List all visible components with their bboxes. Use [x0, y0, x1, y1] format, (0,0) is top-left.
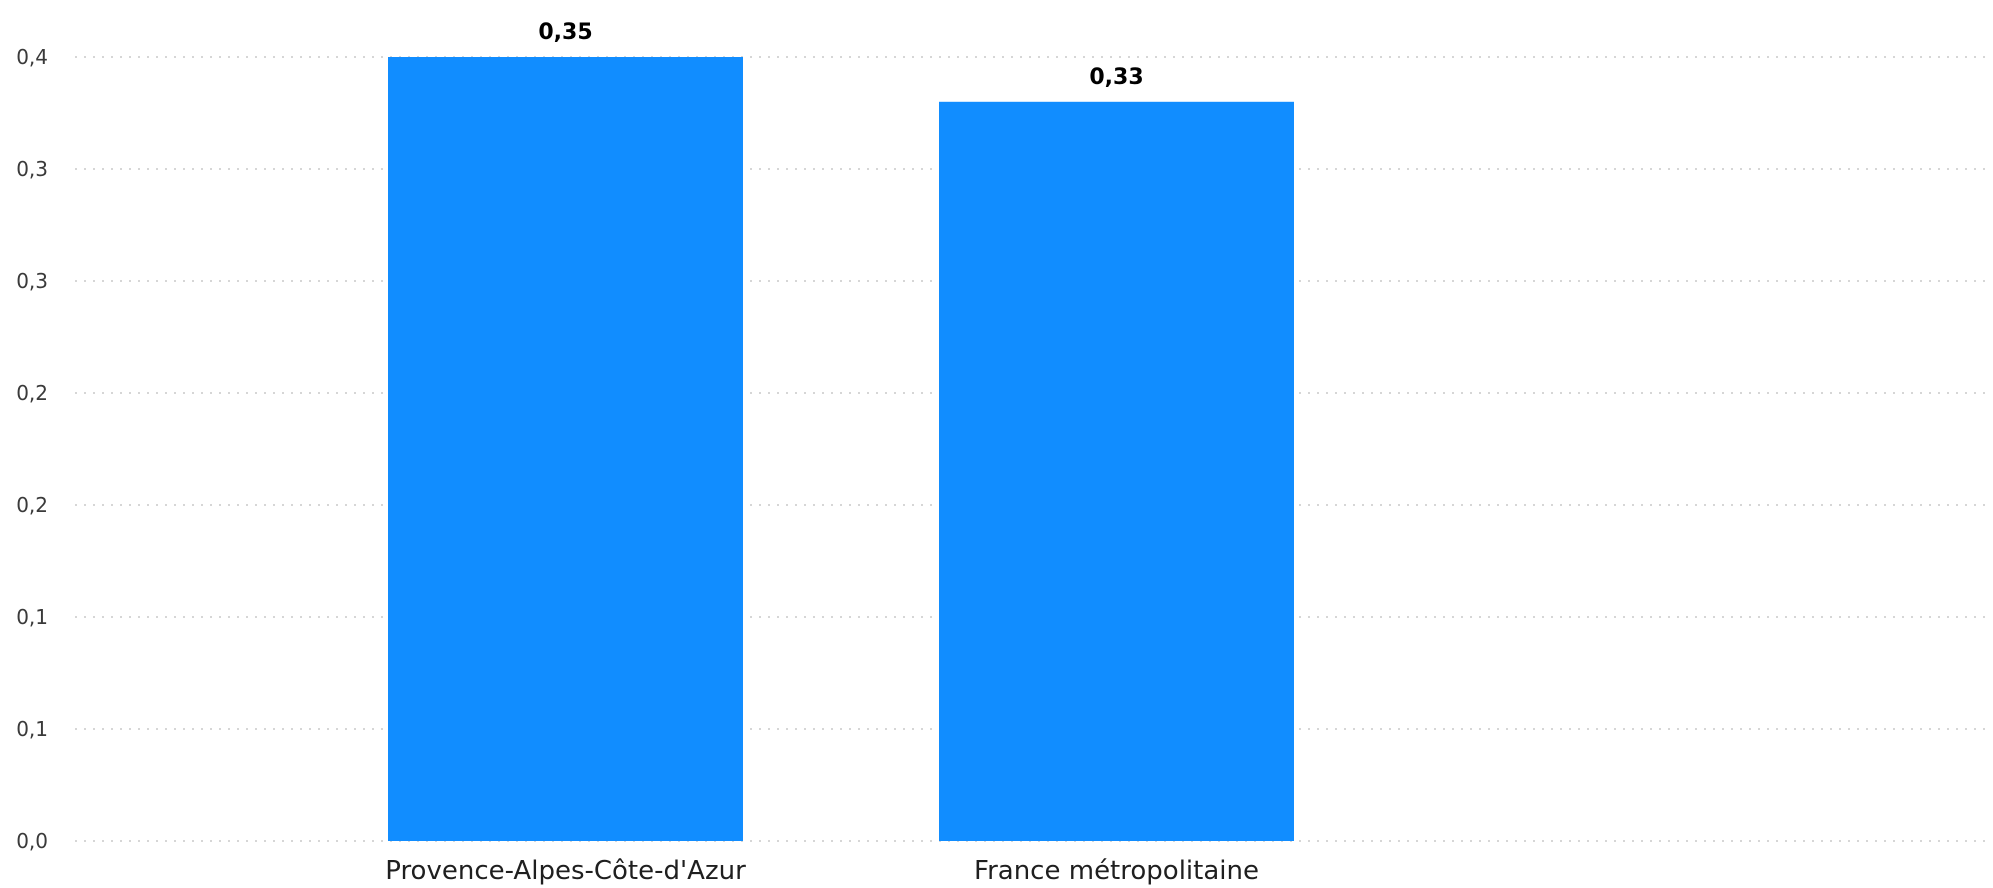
- bar[interactable]: [388, 57, 743, 841]
- data-label: 0,33: [1089, 65, 1143, 90]
- y-axis-ticks: 0,0 0,1 0,1 0,2 0,2 0,3 0,3 0,4: [16, 45, 48, 853]
- y-tick-label: 0,3: [16, 157, 48, 181]
- data-labels: 0,35 0,33: [538, 20, 1143, 90]
- data-label: 0,35: [538, 20, 592, 45]
- y-tick-label: 0,1: [16, 717, 48, 741]
- y-tick-label: 0,2: [16, 381, 48, 405]
- y-tick-label: 0,0: [16, 829, 48, 853]
- y-tick-label: 0,1: [16, 605, 48, 629]
- y-tick-label: 0,3: [16, 269, 48, 293]
- y-tick-label: 0,2: [16, 493, 48, 517]
- y-tick-label: 0,4: [16, 45, 48, 69]
- x-category-label: Provence-Alpes-Côte-d'Azur: [385, 856, 746, 886]
- bar[interactable]: [939, 101, 1294, 842]
- x-category-label: France métropolitaine: [974, 856, 1259, 886]
- bars: [388, 57, 1294, 842]
- x-axis-categories: Provence-Alpes-Côte-d'Azur France métropo…: [385, 856, 1259, 886]
